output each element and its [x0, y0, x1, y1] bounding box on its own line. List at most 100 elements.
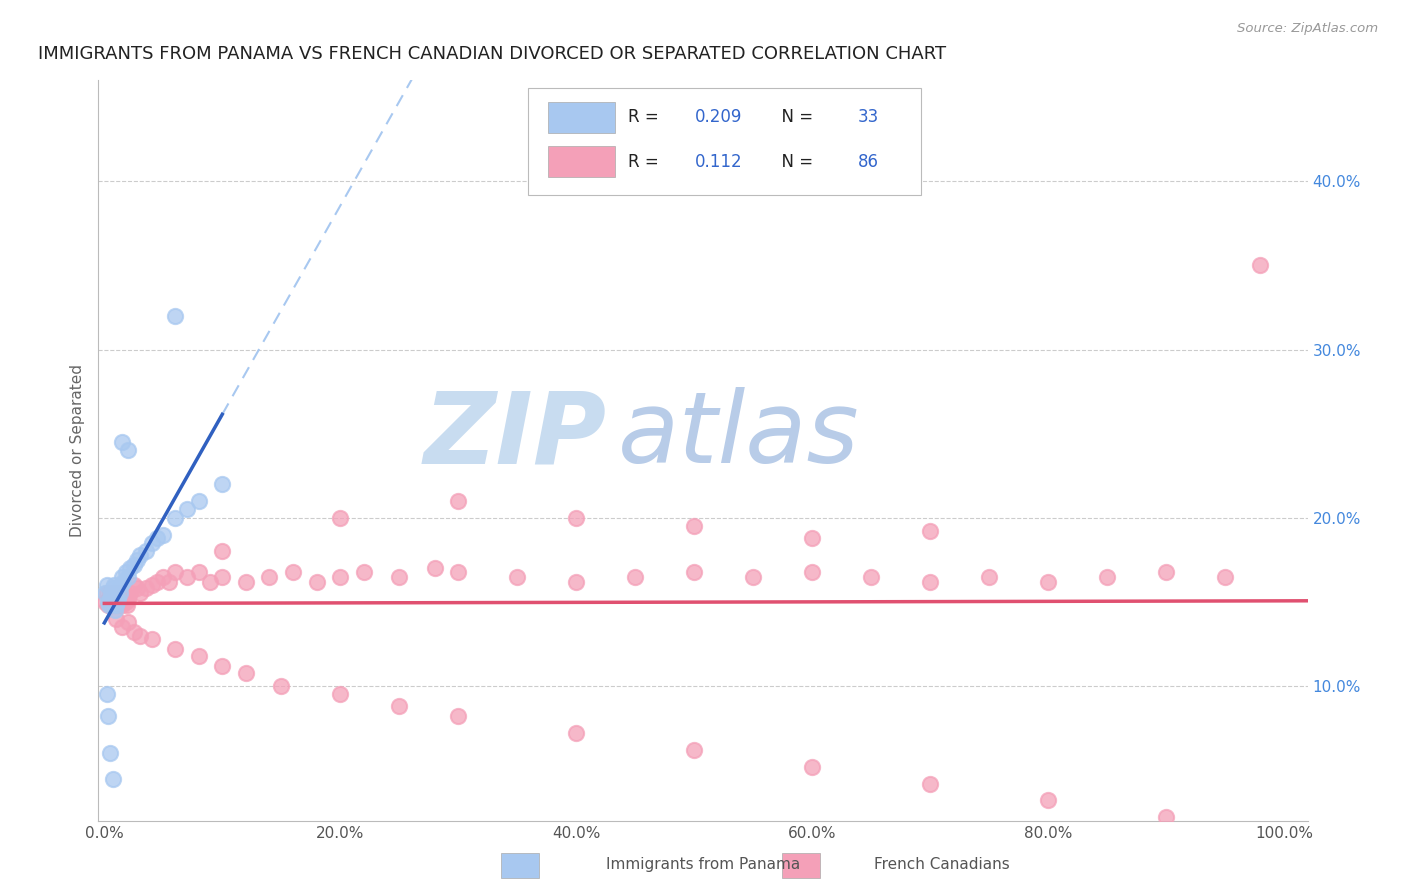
Point: [211, 569, 233, 583]
FancyBboxPatch shape: [783, 853, 821, 878]
Point: [120, 561, 142, 575]
Point: [305, 574, 328, 589]
Text: N =: N =: [770, 153, 818, 170]
Point: [108, 586, 131, 600]
Point: [103, 578, 125, 592]
Point: [112, 586, 135, 600]
Point: [329, 510, 352, 524]
Point: [103, 586, 125, 600]
Point: [117, 569, 139, 583]
Text: Immigrants from Panama: Immigrants from Panama: [606, 857, 800, 872]
Point: [114, 565, 136, 579]
FancyBboxPatch shape: [548, 146, 614, 178]
Point: [211, 544, 233, 558]
Point: [165, 642, 187, 657]
Point: [101, 591, 124, 606]
Point: [96, 578, 118, 592]
Point: [98, 591, 121, 606]
Point: [165, 510, 187, 524]
Text: French Canadians: French Canadians: [875, 857, 1010, 872]
Point: [388, 699, 411, 714]
Point: [157, 574, 180, 589]
Text: atlas: atlas: [619, 387, 860, 484]
FancyBboxPatch shape: [548, 102, 614, 133]
Point: [683, 565, 706, 579]
Point: [107, 599, 129, 613]
Point: [94, 595, 117, 609]
Point: [128, 548, 150, 562]
Point: [97, 599, 120, 613]
Point: [110, 586, 132, 600]
Point: [388, 569, 411, 583]
Point: [270, 679, 292, 693]
Point: [127, 582, 149, 596]
Point: [111, 569, 134, 583]
Point: [211, 658, 233, 673]
Point: [1036, 574, 1059, 589]
Point: [187, 648, 209, 663]
Point: [98, 591, 121, 606]
Point: [104, 603, 127, 617]
Point: [104, 599, 127, 613]
Point: [281, 565, 304, 579]
Point: [801, 760, 824, 774]
Point: [1154, 810, 1177, 824]
Text: R =: R =: [628, 153, 669, 170]
Point: [135, 544, 157, 558]
Point: [141, 578, 163, 592]
Y-axis label: Divorced or Separated: Divorced or Separated: [69, 364, 84, 537]
Point: [97, 709, 120, 723]
Point: [1036, 793, 1059, 807]
Point: [117, 443, 139, 458]
Point: [447, 494, 470, 508]
Point: [801, 565, 824, 579]
Text: IMMIGRANTS FROM PANAMA VS FRENCH CANADIAN DIVORCED OR SEPARATED CORRELATION CHAR: IMMIGRANTS FROM PANAMA VS FRENCH CANADIA…: [38, 45, 946, 63]
Point: [683, 743, 706, 757]
Point: [165, 309, 187, 323]
Text: 0.112: 0.112: [695, 153, 742, 170]
Point: [105, 586, 128, 600]
Point: [152, 569, 174, 583]
Point: [127, 553, 149, 567]
FancyBboxPatch shape: [501, 853, 540, 878]
Point: [112, 574, 135, 589]
Point: [801, 531, 824, 545]
Point: [110, 578, 132, 592]
Point: [353, 565, 375, 579]
Point: [176, 569, 198, 583]
Point: [235, 665, 257, 680]
Text: 33: 33: [858, 108, 879, 127]
Point: [506, 569, 529, 583]
Point: [141, 632, 163, 646]
Point: [96, 586, 118, 600]
Point: [176, 502, 198, 516]
Point: [122, 625, 145, 640]
Point: [111, 620, 134, 634]
Point: [111, 599, 134, 613]
Point: [565, 510, 588, 524]
Point: [107, 591, 129, 606]
Point: [96, 688, 118, 702]
Point: [108, 591, 131, 606]
Text: Source: ZipAtlas.com: Source: ZipAtlas.com: [1237, 22, 1378, 36]
Point: [97, 595, 120, 609]
Point: [1154, 565, 1177, 579]
Point: [141, 536, 163, 550]
Point: [105, 599, 128, 613]
Point: [115, 599, 138, 613]
Text: 0.209: 0.209: [695, 108, 742, 127]
Point: [187, 565, 209, 579]
Point: [447, 709, 470, 723]
Point: [105, 591, 128, 606]
Point: [683, 519, 706, 533]
Point: [565, 726, 588, 740]
Point: [98, 586, 121, 600]
Point: [1095, 569, 1118, 583]
Text: 86: 86: [858, 153, 879, 170]
Point: [259, 569, 281, 583]
Point: [920, 524, 942, 539]
Point: [1249, 259, 1271, 273]
Point: [128, 628, 150, 642]
Point: [152, 527, 174, 541]
Point: [135, 582, 157, 596]
